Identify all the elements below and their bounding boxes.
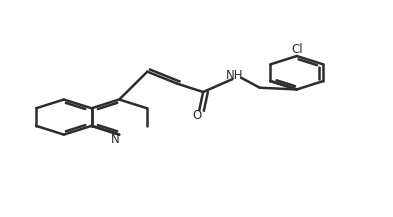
Text: Cl: Cl (291, 43, 303, 56)
Text: NH: NH (226, 69, 243, 82)
Text: O: O (193, 109, 202, 122)
Text: N: N (111, 133, 120, 146)
